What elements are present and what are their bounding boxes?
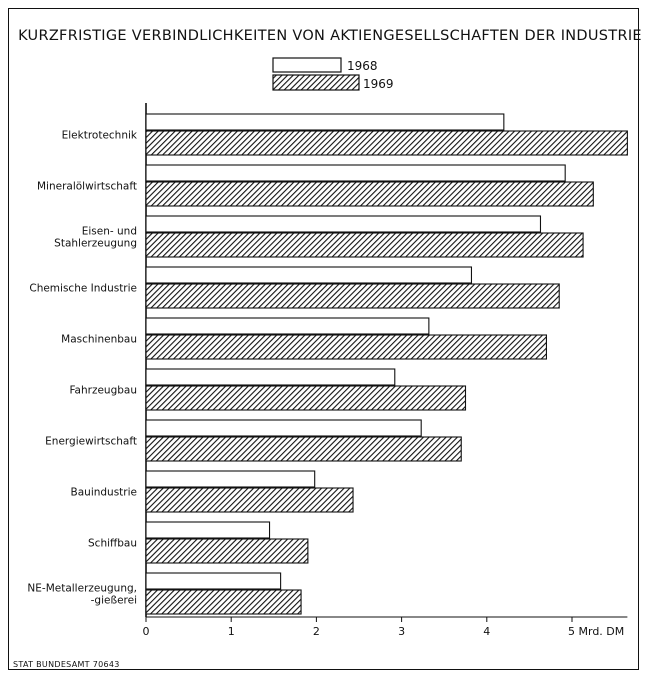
bar-1968-3: [145, 266, 473, 284]
bar-1969-5: [145, 385, 467, 411]
bar-1969-6: [145, 436, 462, 462]
x-tick-label-1: 1: [228, 625, 235, 638]
chart-title: KURZFRISTIGE VERBINDLICHKEITEN VON AKTIE…: [18, 28, 642, 44]
bar-1968-7: [145, 470, 316, 488]
x-tick-label-4: 4: [483, 625, 490, 638]
bar-1968-8: [145, 521, 271, 539]
legend-label-1969: 1969: [363, 77, 394, 91]
bar-1969-0: [145, 130, 628, 156]
plot-area: 0 1 2 3 4 5 Mrd. DM Elektrotechnik Mineralölwir…: [27, 103, 628, 638]
category-label-9: NE-Metallerzeugung, -gießerei: [27, 583, 137, 607]
legend-swatch-1968: [272, 57, 342, 73]
bar-1969-8: [145, 538, 309, 564]
category-label-4: Maschinenbau: [61, 334, 137, 346]
category-label-2: Eisen- und Stahlerzeugung: [54, 226, 137, 250]
bar-1968-1: [145, 164, 566, 182]
bar-1968-5: [145, 368, 396, 386]
x-tick-label-3: 3: [398, 625, 405, 638]
chart-legend: 1968 1969: [272, 57, 394, 91]
category-label-5: Fahrzeugbau: [69, 385, 137, 397]
bar-1969-1: [145, 181, 594, 207]
bar-1968-9: [145, 572, 282, 590]
legend-swatch-1969: [272, 74, 360, 91]
category-label-3: Chemische Industrie: [29, 283, 137, 295]
category-label-1: Mineralölwirtschaft: [37, 181, 137, 193]
bar-1969-7: [145, 487, 354, 513]
bar-1968-6: [145, 419, 422, 437]
category-label-6: Energiewirtschaft: [45, 436, 137, 448]
bar-1968-2: [145, 215, 542, 233]
source-note: STAT BUNDESAMT 70643: [13, 660, 120, 669]
category-label-0: Elektrotechnik: [62, 130, 138, 142]
x-tick-label-0: 0: [143, 625, 150, 638]
x-tick-label-5: 5 Mrd. DM: [568, 625, 624, 638]
legend-label-1968: 1968: [347, 59, 378, 73]
bar-1968-0: [145, 113, 505, 131]
category-label-8: Schiffbau: [88, 538, 137, 550]
category-label-7: Bauindustrie: [71, 487, 137, 499]
bar-1969-2: [145, 232, 584, 258]
bar-1969-4: [145, 334, 547, 360]
bar-1968-4: [145, 317, 430, 335]
x-tick-label-2: 2: [313, 625, 320, 638]
bar-1969-3: [145, 283, 560, 309]
bar-1969-9: [145, 589, 302, 615]
